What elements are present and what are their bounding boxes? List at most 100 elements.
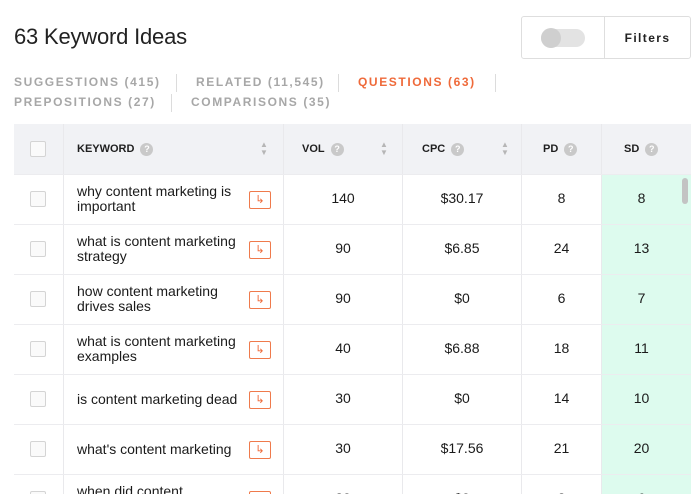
help-icon[interactable]: ?	[564, 142, 578, 156]
page-title: 63 Keyword Ideas	[14, 24, 187, 49]
table-row[interactable]: what's content marketing ↳ 30 $17.56 21 20	[14, 424, 691, 474]
vol-value: 90	[335, 290, 351, 306]
table-row[interactable]: what is content marketing examples ↳ 40 $6.…	[14, 324, 691, 374]
col-header-sd[interactable]: SD ?	[624, 124, 659, 174]
keyword-text[interactable]: why content marketing is important	[77, 183, 232, 214]
sd-value: 7	[637, 290, 646, 306]
open-keyword-icon[interactable]: ↳	[249, 391, 271, 409]
table-header: KEYWORD ? ▲ ▼ VOL ? ▲ ▼ CPC ? ▲ ▼ PD ? SD ?	[14, 124, 691, 174]
sd-value: 20	[633, 440, 650, 456]
keyword-text[interactable]: what's content marketing	[77, 441, 232, 457]
tab-comparisons[interactable]: COMPARISONS (35)	[191, 95, 332, 109]
help-icon[interactable]: ?	[645, 142, 659, 156]
col-header-keyword[interactable]: KEYWORD ?	[77, 124, 154, 174]
col-header-vol[interactable]: VOL ?	[302, 124, 344, 174]
column-divider	[402, 124, 403, 494]
open-keyword-icon[interactable]: ↳	[249, 191, 271, 209]
filter-toggle-switch[interactable]	[541, 27, 585, 48]
col-header-vol-label: VOL	[302, 143, 325, 155]
pd-value: 2	[522, 490, 601, 494]
vol-value: 140	[331, 190, 355, 206]
pd-value: 18	[553, 340, 570, 356]
sort-icon[interactable]: ▲ ▼	[501, 140, 509, 157]
row-divider	[14, 424, 691, 425]
row-divider	[14, 324, 691, 325]
pd-value: 6	[557, 290, 566, 306]
help-icon[interactable]: ?	[330, 142, 344, 156]
table-row[interactable]: how content marketing drives sales ↳ 90 $0 6…	[14, 274, 691, 324]
open-keyword-icon[interactable]: ↳	[249, 341, 271, 359]
row-checkbox[interactable]	[30, 241, 46, 257]
tab-divider	[176, 74, 177, 92]
table-row[interactable]: when did content marketing start ↳ 20$026	[14, 474, 691, 494]
table-row[interactable]: is content marketing dead ↳ 30 $0 14 10	[14, 374, 691, 424]
scrollbar-thumb[interactable]	[682, 178, 688, 204]
sd-value: 10	[633, 390, 650, 406]
column-divider	[601, 124, 602, 494]
tab-prepositions[interactable]: PREPOSITIONS (27)	[14, 95, 156, 109]
cpc-value: $6.88	[444, 340, 480, 356]
cpc-value: $0	[403, 490, 521, 494]
tab-divider	[338, 74, 339, 92]
keyword-text[interactable]: is content marketing dead	[77, 391, 238, 407]
sd-column-highlight	[601, 174, 691, 494]
table-row[interactable]: what is content marketing strategy ↳ 90 $6.…	[14, 224, 691, 274]
column-divider	[283, 124, 284, 494]
col-header-sd-label: SD	[624, 143, 640, 155]
vol-value: 40	[335, 340, 351, 356]
cpc-value: $0	[454, 390, 470, 406]
pd-value: 8	[557, 190, 566, 206]
col-header-cpc[interactable]: CPC ?	[422, 124, 465, 174]
row-checkbox[interactable]	[30, 391, 46, 407]
toggle-cell	[522, 17, 605, 58]
open-keyword-icon[interactable]: ↳	[249, 291, 271, 309]
sort-icon[interactable]: ▲ ▼	[380, 140, 388, 157]
table-row[interactable]: why content marketing is important ↳ 140 $3…	[14, 174, 691, 224]
select-all-checkbox[interactable]	[30, 141, 46, 157]
row-checkbox[interactable]	[30, 341, 46, 357]
tab-divider	[495, 74, 496, 92]
cpc-value: $17.56	[440, 440, 484, 456]
row-divider	[14, 174, 691, 175]
sort-icon[interactable]: ▲ ▼	[260, 140, 268, 157]
keyword-text[interactable]: how content marketing drives sales	[77, 283, 218, 314]
row-checkbox[interactable]	[30, 191, 46, 207]
column-divider	[63, 124, 64, 494]
row-divider	[14, 274, 691, 275]
tab-related[interactable]: RELATED (11,545)	[196, 75, 325, 89]
col-header-pd[interactable]: PD ?	[543, 124, 578, 174]
open-keyword-icon[interactable]: ↳	[249, 441, 271, 459]
sd-value: 8	[637, 190, 646, 206]
column-divider	[521, 124, 522, 494]
row-checkbox[interactable]	[30, 491, 46, 494]
keyword-text[interactable]: what is content marketing strategy	[77, 233, 236, 264]
col-header-pd-label: PD	[543, 143, 559, 155]
vol-value: 20	[284, 490, 402, 494]
row-checkbox[interactable]	[30, 291, 46, 307]
row-divider	[14, 224, 691, 225]
keyword-text[interactable]: what is content marketing examples	[77, 333, 236, 364]
vol-value: 90	[335, 240, 351, 256]
help-icon[interactable]: ?	[451, 142, 465, 156]
cpc-value: $0	[454, 290, 470, 306]
filters-button[interactable]: Filters	[624, 30, 671, 45]
col-header-keyword-label: KEYWORD	[77, 143, 135, 155]
tab-divider	[171, 94, 172, 112]
help-icon[interactable]: ?	[140, 142, 154, 156]
pd-value: 14	[553, 390, 570, 406]
pd-value: 21	[553, 440, 570, 456]
cpc-value: $30.17	[440, 190, 484, 206]
keyword-text[interactable]: when did content marketing start	[77, 483, 183, 495]
tab-questions[interactable]: QUESTIONS (63)	[358, 75, 476, 89]
row-divider	[14, 474, 691, 475]
pd-value: 24	[553, 240, 570, 256]
row-checkbox[interactable]	[30, 441, 46, 457]
row-divider	[14, 374, 691, 375]
open-keyword-icon[interactable]: ↳	[249, 241, 271, 259]
toggle-knob	[541, 27, 561, 48]
open-keyword-icon[interactable]: ↳	[249, 491, 271, 494]
tab-suggestions[interactable]: SUGGESTIONS (415)	[14, 75, 161, 89]
col-header-cpc-label: CPC	[422, 143, 446, 155]
sd-value: 6	[602, 490, 681, 494]
vol-value: 30	[335, 440, 351, 456]
